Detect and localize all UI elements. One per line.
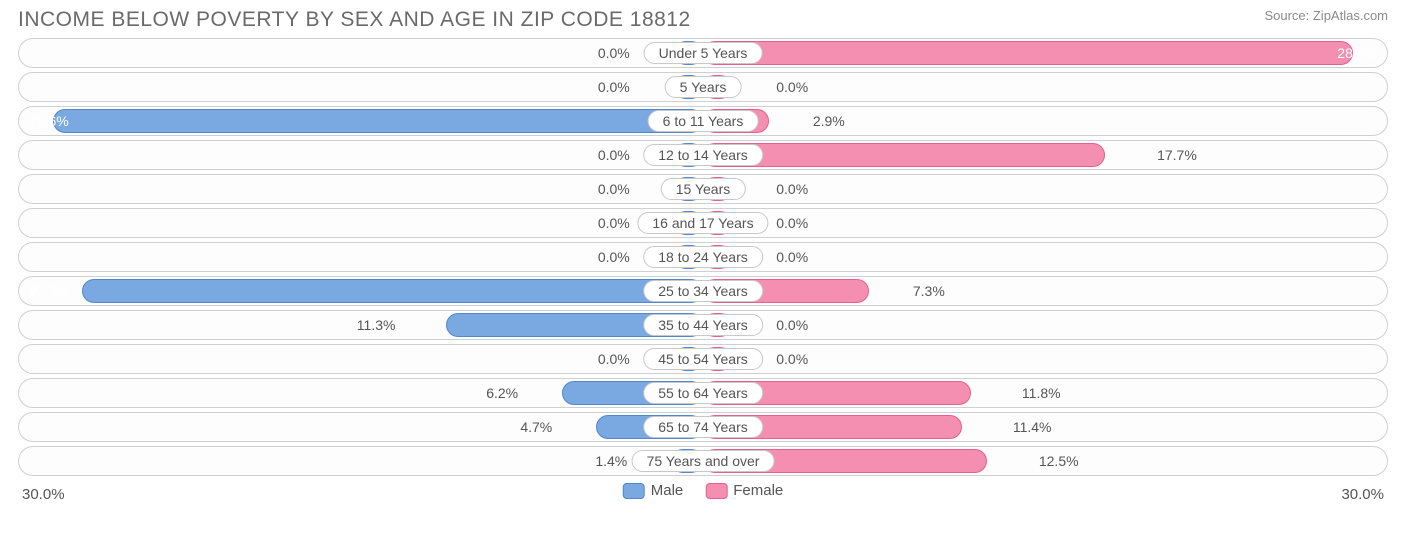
male-half: 4.7% [21, 415, 703, 439]
female-swatch [705, 483, 727, 499]
female-half: 0.0% [703, 245, 1385, 269]
category-label: 75 Years and over [632, 450, 775, 472]
male-value-label: 0.0% [598, 177, 636, 201]
category-label: Under 5 Years [644, 42, 763, 64]
female-value-label: 0.0% [770, 347, 808, 371]
female-value-label: 11.4% [1007, 415, 1052, 439]
female-value-label: 0.0% [770, 75, 808, 99]
female-half: 0.0% [703, 211, 1385, 235]
legend: Male Female [623, 482, 784, 499]
category-label: 25 to 34 Years [643, 280, 763, 302]
female-half: 11.8% [703, 381, 1385, 405]
male-half: 0.0% [21, 41, 703, 65]
female-value-label: 0.0% [770, 313, 808, 337]
chart-row: 1.4% 12.5% 75 Years and over [18, 446, 1388, 476]
female-half: 12.5% [703, 449, 1385, 473]
male-bar [53, 109, 703, 133]
chart-row: 0.0% 17.7% 12 to 14 Years [18, 140, 1388, 170]
legend-label: Female [733, 482, 783, 499]
chart-footer: 30.0% 30.0% Male Female [18, 482, 1388, 522]
axis-max-left: 30.0% [22, 486, 65, 503]
female-half: 0.0% [703, 177, 1385, 201]
legend-item-female: Female [705, 482, 783, 499]
category-label: 5 Years [665, 76, 742, 98]
chart-title: INCOME BELOW POVERTY BY SEX AND AGE IN Z… [18, 8, 691, 32]
male-half: 6.2% [21, 381, 703, 405]
female-half: 2.9% [703, 109, 1385, 133]
male-half: 0.0% [21, 245, 703, 269]
male-half: 1.4% [21, 449, 703, 473]
male-half: 0.0% [21, 347, 703, 371]
male-half: 0.0% [21, 143, 703, 167]
chart-row: 0.0% 0.0% 18 to 24 Years [18, 242, 1388, 272]
female-half: 0.0% [703, 347, 1385, 371]
female-value-label: 7.3% [907, 279, 945, 303]
male-value-label: 11.3% [357, 313, 402, 337]
male-value-label: 0.0% [598, 211, 636, 235]
category-label: 18 to 24 Years [643, 246, 763, 268]
chart-rows: 0.0% 28.6% Under 5 Years 0.0% 0.0% 5 Years 28.… [18, 38, 1388, 476]
male-half: 0.0% [21, 177, 703, 201]
chart-row: 4.7% 11.4% 65 to 74 Years [18, 412, 1388, 442]
category-label: 16 and 17 Years [637, 212, 768, 234]
male-half: 27.3% [21, 279, 703, 303]
male-bar [82, 279, 703, 303]
male-value-label: 0.0% [598, 143, 636, 167]
female-bar [703, 41, 1353, 65]
male-value-label: 27.3% [29, 279, 69, 303]
female-value-label: 11.8% [1016, 381, 1061, 405]
chart-row: 27.3% 7.3% 25 to 34 Years [18, 276, 1388, 306]
category-label: 45 to 54 Years [643, 348, 763, 370]
female-bar [703, 143, 1105, 167]
male-value-label: 4.7% [520, 415, 558, 439]
category-label: 55 to 64 Years [643, 382, 763, 404]
male-value-label: 0.0% [598, 347, 636, 371]
axis-max-right: 30.0% [1341, 486, 1384, 503]
female-half: 17.7% [703, 143, 1385, 167]
male-value-label: 6.2% [486, 381, 524, 405]
female-half: 28.6% [703, 41, 1385, 65]
poverty-pyramid-chart: INCOME BELOW POVERTY BY SEX AND AGE IN Z… [0, 0, 1406, 558]
category-label: 65 to 74 Years [643, 416, 763, 438]
chart-row: 0.0% 0.0%16 and 17 Years [18, 208, 1388, 238]
female-value-label: 0.0% [770, 245, 808, 269]
chart-row: 0.0% 0.0% 15 Years [18, 174, 1388, 204]
legend-label: Male [651, 482, 684, 499]
category-label: 6 to 11 Years [648, 110, 759, 132]
male-swatch [623, 483, 645, 499]
male-half: 11.3% [21, 313, 703, 337]
chart-row: 6.2% 11.8% 55 to 64 Years [18, 378, 1388, 408]
female-value-label: 2.9% [807, 109, 845, 133]
female-value-label: 0.0% [770, 177, 808, 201]
male-half: 28.6% [21, 109, 703, 133]
category-label: 15 Years [661, 178, 746, 200]
female-value-label: 12.5% [1033, 449, 1079, 473]
male-value-label: 1.4% [595, 449, 633, 473]
male-half: 0.0% [21, 211, 703, 235]
chart-row: 0.0% 28.6% Under 5 Years [18, 38, 1388, 68]
legend-item-male: Male [623, 482, 684, 499]
female-value-label: 0.0% [770, 211, 808, 235]
category-label: 12 to 14 Years [643, 144, 763, 166]
chart-header: INCOME BELOW POVERTY BY SEX AND AGE IN Z… [18, 8, 1388, 32]
female-half: 0.0% [703, 75, 1385, 99]
male-half: 0.0% [21, 75, 703, 99]
category-label: 35 to 44 Years [643, 314, 763, 336]
female-value-label: 17.7% [1151, 143, 1197, 167]
female-half: 7.3% [703, 279, 1385, 303]
female-half: 0.0% [703, 313, 1385, 337]
chart-row: 28.6% 2.9% 6 to 11 Years [18, 106, 1388, 136]
male-value-label: 0.0% [598, 245, 636, 269]
chart-source: Source: ZipAtlas.com [1264, 8, 1388, 23]
male-value-label: 0.0% [598, 75, 636, 99]
male-value-label: 0.0% [598, 41, 636, 65]
chart-row: 0.0% 0.0% 5 Years [18, 72, 1388, 102]
chart-row: 11.3% 0.0% 35 to 44 Years [18, 310, 1388, 340]
chart-row: 0.0% 0.0% 45 to 54 Years [18, 344, 1388, 374]
male-value-label: 28.6% [29, 109, 69, 133]
female-value-label: 28.6% [1337, 41, 1377, 65]
female-half: 11.4% [703, 415, 1385, 439]
